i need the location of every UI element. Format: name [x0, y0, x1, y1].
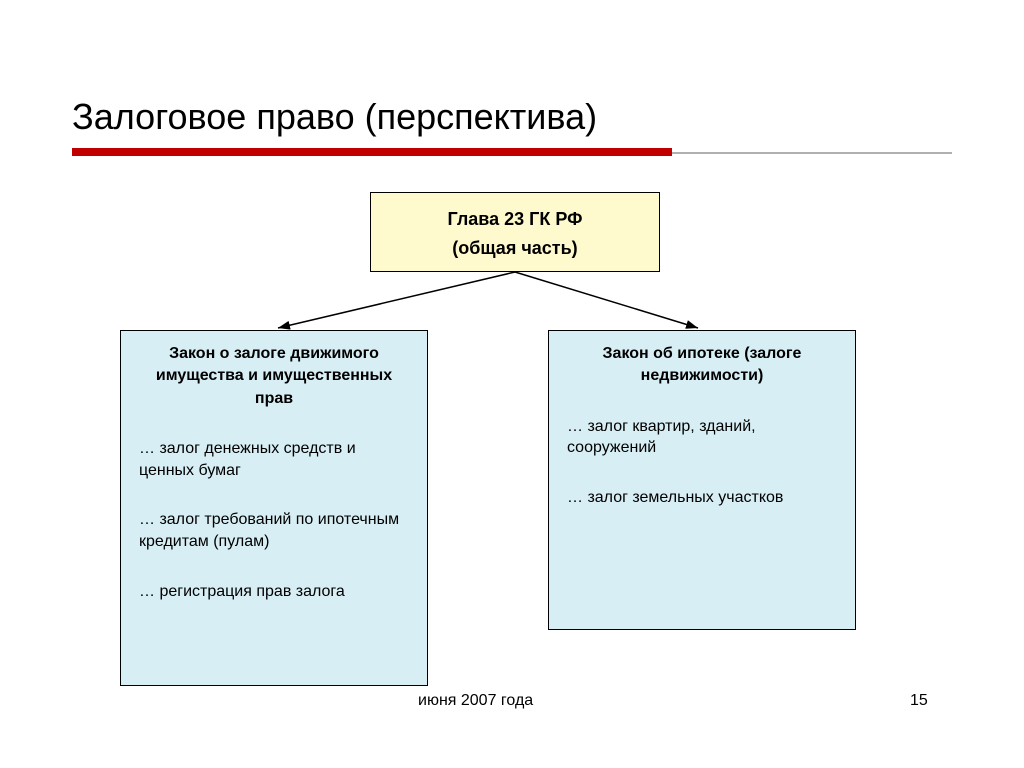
title-underline-red	[72, 148, 672, 156]
right-box-item: … залог земельных участков	[567, 487, 837, 509]
left-box-title: Закон о залоге движимого имущества и иму…	[139, 343, 409, 410]
slide-title: Залоговое право (перспектива)	[72, 96, 597, 138]
left-box-item: … залог денежных средств и ценных бумаг	[139, 438, 409, 481]
right-box: Закон об ипотеке (залоге недвижимости) ……	[548, 330, 856, 630]
top-box-line1: Глава 23 ГК РФ	[371, 205, 659, 234]
left-box-item: … регистрация прав залога	[139, 581, 409, 603]
right-box-item: … залог квартир, зданий, сооружений	[567, 416, 837, 459]
right-box-title: Закон об ипотеке (залоге недвижимости)	[567, 343, 837, 388]
footer-date: июня 2007 года	[418, 692, 533, 710]
left-box-item: … залог требований по ипотечным кредитам…	[139, 509, 409, 552]
title-underline-gray	[672, 152, 952, 154]
footer-page-number: 15	[910, 692, 928, 710]
top-box-line2: (общая часть)	[371, 234, 659, 263]
top-box: Глава 23 ГК РФ (общая часть)	[370, 192, 660, 272]
left-box: Закон о залоге движимого имущества и иму…	[120, 330, 428, 686]
